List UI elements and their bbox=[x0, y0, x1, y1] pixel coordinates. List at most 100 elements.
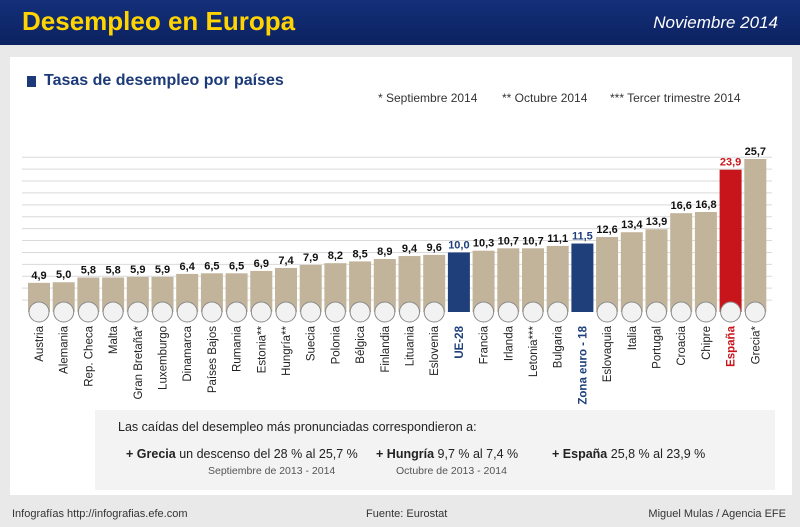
bar bbox=[497, 248, 520, 312]
flag-icon bbox=[250, 301, 272, 323]
bar bbox=[225, 273, 248, 312]
flag-icon bbox=[670, 301, 692, 323]
data-label: 9,6 bbox=[427, 242, 442, 254]
bar bbox=[744, 159, 767, 312]
flag-icon bbox=[399, 301, 420, 323]
data-label: 5,9 bbox=[130, 264, 145, 276]
flag-icon bbox=[547, 301, 569, 323]
data-label: 11,5 bbox=[572, 231, 593, 243]
info-plus: + bbox=[126, 447, 134, 461]
tick-label: UE-28 bbox=[454, 325, 466, 358]
info-period-grecia: Septiembre de 2013 - 2014 bbox=[208, 465, 336, 477]
data-label: 5,9 bbox=[155, 264, 170, 276]
data-label: 12,6 bbox=[596, 224, 617, 236]
info-text: 25,8 % al 23,9 % bbox=[610, 447, 706, 461]
bar bbox=[571, 243, 594, 312]
tick-label: Países Bajos bbox=[207, 326, 219, 393]
data-label: 8,5 bbox=[352, 248, 367, 260]
flag-icon bbox=[720, 301, 742, 323]
flag-icon bbox=[53, 301, 75, 323]
tick-label: Hungría** bbox=[281, 325, 293, 375]
flag-icon bbox=[374, 301, 396, 323]
tick-label: Austria bbox=[34, 325, 46, 361]
tick-label: Letonia*** bbox=[528, 325, 540, 377]
flag-icon bbox=[201, 301, 223, 323]
bar bbox=[596, 236, 619, 312]
flag-icon bbox=[349, 301, 371, 323]
bar bbox=[200, 273, 223, 312]
bar bbox=[176, 273, 199, 312]
subtitle-marker bbox=[27, 76, 36, 87]
header-bar: Desempleo en Europa Noviembre 2014 bbox=[0, 0, 800, 45]
tick-label: Estonia** bbox=[256, 325, 268, 373]
tick-label: Croacia bbox=[676, 325, 688, 365]
info-item-grecia: + Grecia un descenso del 28 % al 25,7 % bbox=[126, 447, 358, 461]
data-label: 5,8 bbox=[105, 264, 120, 276]
flag-icon bbox=[324, 301, 346, 323]
data-label: 5,0 bbox=[56, 269, 71, 281]
data-label: 7,4 bbox=[278, 255, 294, 267]
note-september: * Septiembre 2014 bbox=[378, 91, 478, 105]
flag-icon bbox=[102, 301, 124, 323]
info-item-hungria: + Hungría 9,7 % al 7,4 % bbox=[376, 447, 518, 461]
data-label: 6,4 bbox=[180, 261, 196, 273]
bar bbox=[373, 259, 396, 312]
tick-label: Eslovaquia bbox=[602, 325, 614, 382]
tick-label: Polonia bbox=[330, 325, 342, 364]
flag-icon bbox=[176, 301, 198, 323]
flag-icon bbox=[300, 301, 322, 323]
data-label: 16,8 bbox=[695, 199, 716, 211]
flag-icon bbox=[646, 301, 667, 323]
flag-icon bbox=[744, 301, 766, 323]
tick-label: Dinamarca bbox=[182, 325, 194, 381]
note-october: ** Octubre 2014 bbox=[502, 91, 588, 105]
bar bbox=[522, 248, 544, 312]
flag-icon bbox=[695, 301, 717, 323]
data-label: 7,9 bbox=[303, 252, 318, 264]
bar bbox=[645, 229, 668, 312]
data-label: 23,9 bbox=[720, 157, 741, 169]
bar bbox=[670, 213, 693, 312]
info-plus: + bbox=[376, 447, 384, 461]
tick-label: Alemania bbox=[59, 325, 71, 374]
bar bbox=[719, 169, 742, 312]
info-period-hungria: Octubre de 2013 - 2014 bbox=[396, 465, 507, 477]
data-label: 8,9 bbox=[377, 246, 392, 258]
bar bbox=[299, 264, 322, 312]
info-text: 9,7 % al 7,4 % bbox=[437, 447, 519, 461]
info-country: España bbox=[562, 447, 608, 461]
bar bbox=[275, 267, 297, 312]
bar bbox=[398, 256, 421, 312]
data-label: 10,0 bbox=[448, 239, 469, 251]
tick-label: Eslovenia bbox=[429, 325, 441, 375]
tick-label: Zona euro - 18 bbox=[577, 325, 589, 404]
tick-label: Bulgaria bbox=[553, 325, 565, 368]
info-plus: + bbox=[552, 447, 560, 461]
flag-icon bbox=[596, 301, 618, 323]
tick-label: Italia bbox=[627, 325, 639, 350]
flag-icon bbox=[28, 301, 50, 323]
data-label: 10,3 bbox=[473, 238, 494, 250]
tick-label: Rumania bbox=[232, 325, 244, 372]
bar bbox=[472, 250, 495, 312]
footer-credit-link[interactable]: Infografías http://infografias.efe.com bbox=[12, 508, 188, 520]
flag-icon bbox=[423, 301, 445, 323]
data-label: 10,7 bbox=[498, 235, 519, 247]
bar bbox=[694, 211, 717, 312]
flag-icon bbox=[522, 301, 544, 323]
data-label: 6,5 bbox=[204, 260, 219, 272]
tick-label: Francia bbox=[479, 325, 491, 364]
bar bbox=[349, 261, 372, 312]
tick-label: Gran Bretaña* bbox=[133, 325, 145, 399]
bar bbox=[620, 232, 643, 312]
tick-label: Irlanda bbox=[503, 325, 515, 361]
data-label: 4,9 bbox=[31, 270, 46, 282]
unemployment-bar-chart: 4,9 Austria 5,0 Alemania 5,8 Rep. Checa 5,8 Mal… bbox=[22, 146, 772, 405]
info-item-espana: + España 25,8 % al 23,9 % bbox=[552, 447, 705, 461]
tick-label: Malta bbox=[108, 325, 120, 354]
data-label: 11,1 bbox=[547, 233, 568, 245]
tick-label: Finlandia bbox=[380, 325, 392, 372]
bar bbox=[423, 254, 446, 312]
publication-date: Noviembre 2014 bbox=[653, 13, 778, 32]
tick-label: Rep. Checa bbox=[83, 325, 95, 386]
